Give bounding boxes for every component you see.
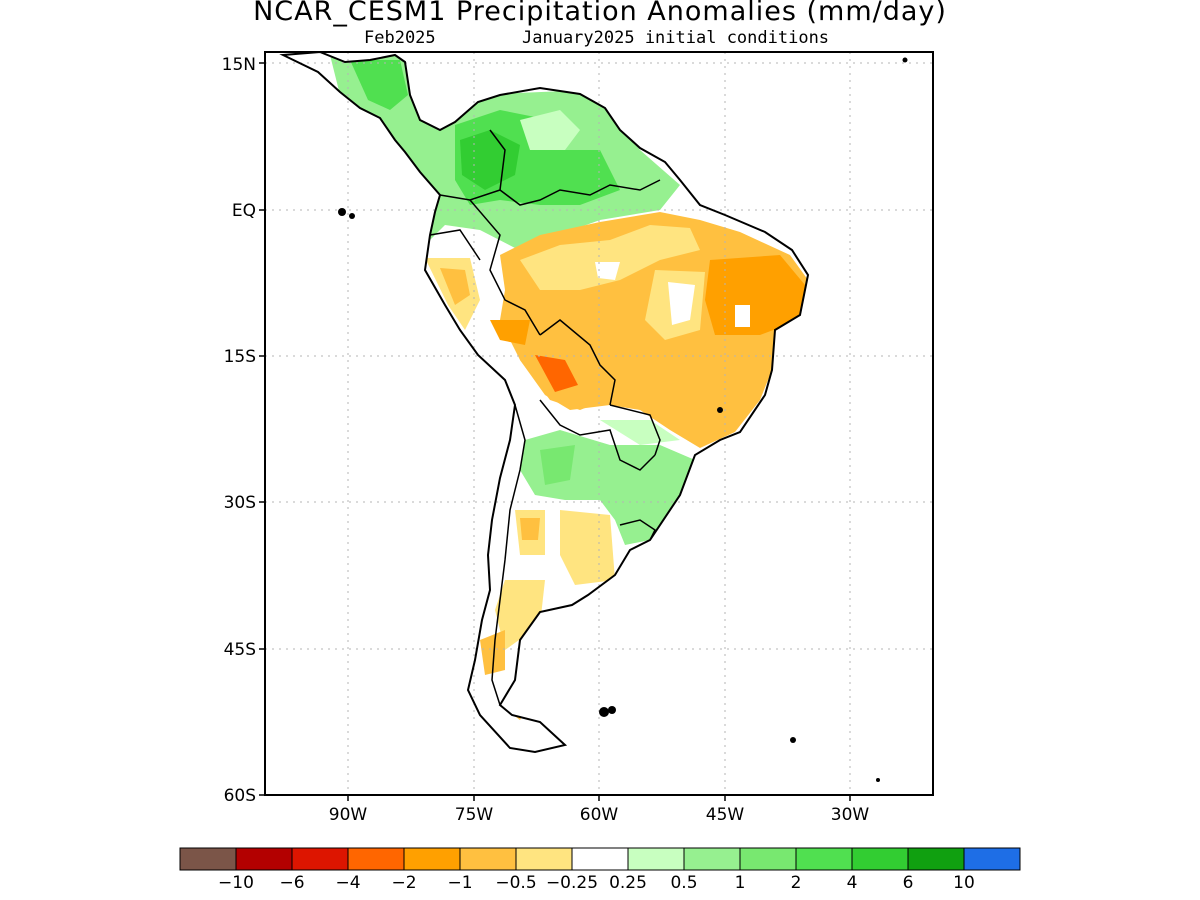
colorbar-swatch xyxy=(907,847,965,871)
colorbar-label: −1 xyxy=(447,873,472,893)
colorbar-label: 10 xyxy=(953,873,975,893)
colorbar-swatch xyxy=(851,847,909,871)
colorbar-label: −0.25 xyxy=(546,873,598,893)
colorbar-swatch xyxy=(795,847,853,871)
colorbar-label: −2 xyxy=(391,873,416,893)
latitude-axis: 15N EQ 15S 30S 45S 60S xyxy=(222,55,256,806)
coastlines xyxy=(279,50,810,754)
lat-label-30s: 30S xyxy=(224,493,256,513)
colorbar-swatch xyxy=(683,847,741,871)
colorbar-swatch xyxy=(571,847,629,871)
map-title: NCAR_CESM1 Precipitation Anomalies (mm/d… xyxy=(253,0,947,27)
lon-label-30w: 30W xyxy=(831,805,870,825)
country-borders xyxy=(429,129,661,706)
forecast-month: Feb2025 xyxy=(364,28,436,48)
colorbar-swatch xyxy=(235,847,293,871)
lon-label-75w: 75W xyxy=(455,805,494,825)
colorbar-label: 2 xyxy=(791,873,802,893)
colorbar-swatch xyxy=(627,847,685,871)
graticule xyxy=(265,52,933,795)
colorbar-label: −4 xyxy=(335,873,360,893)
colorbar-swatch xyxy=(739,847,797,871)
longitude-axis: 90W 75W 60W 45W 30W xyxy=(329,805,870,825)
islands xyxy=(338,57,908,782)
lat-label-eq: EQ xyxy=(232,201,256,221)
colorbar-swatch xyxy=(403,847,461,871)
colorbar-swatch xyxy=(459,847,517,871)
colorbar-label: 0.5 xyxy=(670,873,697,893)
lon-label-60w: 60W xyxy=(580,805,619,825)
lon-label-90w: 90W xyxy=(329,805,368,825)
colorbar-label: −10 xyxy=(218,873,254,893)
colorbar-label: 6 xyxy=(903,873,914,893)
colorbar-label: 0.25 xyxy=(609,873,647,893)
lat-label-45s: 45S xyxy=(224,640,256,660)
colorbar-swatch xyxy=(291,847,349,871)
colorbar-swatch xyxy=(515,847,573,871)
colorbar: −10 −6 −4 −2 −1 −0.5 −0.25 0.25 0.5 1 2 4 6 10 xyxy=(179,847,1021,893)
lon-label-45w: 45W xyxy=(706,805,745,825)
initial-conditions: January2025 initial conditions xyxy=(522,28,830,48)
colorbar-label: −0.5 xyxy=(495,873,536,893)
colorbar-swatch xyxy=(179,847,237,871)
colorbar-label: 4 xyxy=(847,873,858,893)
colorbar-swatch xyxy=(347,847,405,871)
lat-label-15n: 15N xyxy=(222,55,256,75)
lat-label-60s: 60S xyxy=(224,786,256,806)
colorbar-label: −6 xyxy=(279,873,304,893)
colorbar-label: 1 xyxy=(735,873,746,893)
lat-label-15s: 15S xyxy=(224,347,256,367)
colorbar-swatch xyxy=(963,847,1021,871)
